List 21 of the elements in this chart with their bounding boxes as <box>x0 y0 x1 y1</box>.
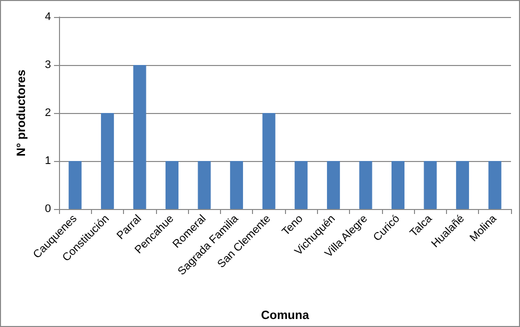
bar <box>488 161 502 209</box>
y-tick-label: 4 <box>44 11 51 23</box>
y-tick-label: 2 <box>44 107 51 119</box>
bar <box>133 65 146 209</box>
bar <box>294 161 308 209</box>
bar <box>424 161 437 209</box>
x-axis-title: Comuna <box>261 308 310 322</box>
bar <box>359 161 372 209</box>
bar <box>456 161 470 209</box>
bar <box>392 161 404 209</box>
bar <box>198 161 211 209</box>
bar <box>230 161 244 209</box>
bar <box>326 161 340 209</box>
y-tick-label: 3 <box>44 59 51 71</box>
y-tick-label: 0 <box>44 203 51 215</box>
bar <box>68 161 82 209</box>
bar <box>100 113 114 209</box>
y-axis-title: N° productores <box>14 69 28 156</box>
bar <box>166 161 178 209</box>
bar <box>262 113 276 209</box>
y-tick-label: 1 <box>44 155 51 167</box>
